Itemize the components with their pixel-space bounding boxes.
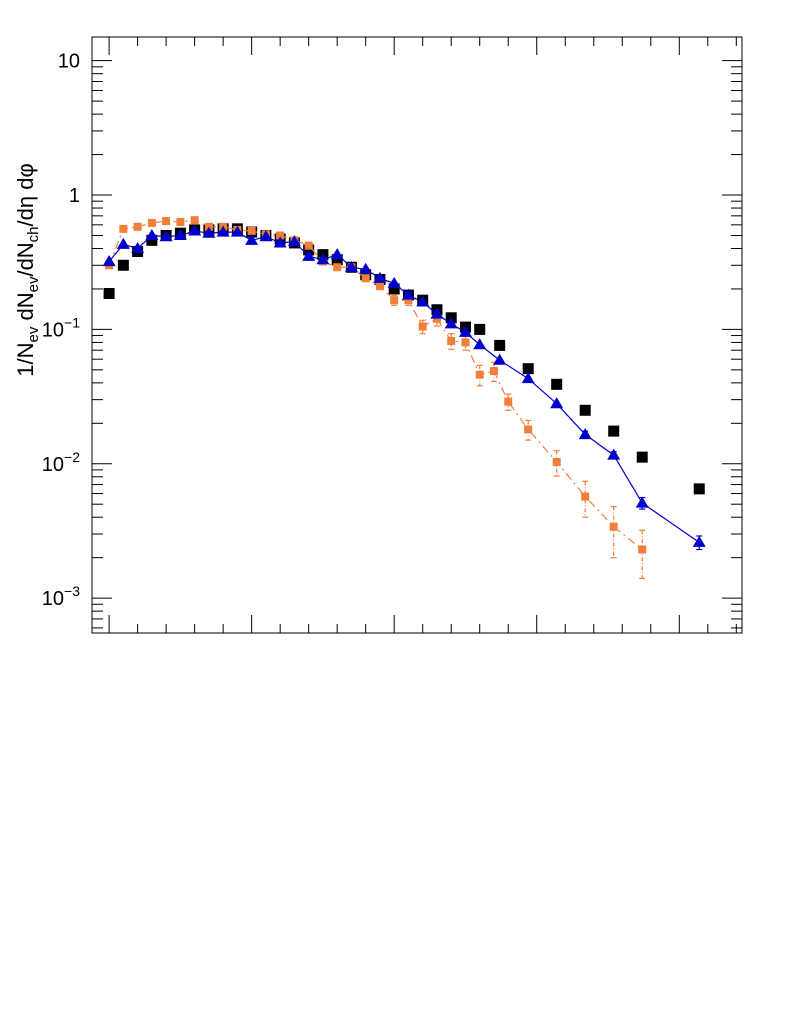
data-point: [373, 271, 387, 283]
data-point: [145, 228, 159, 241]
data-point: [388, 283, 400, 295]
data-point: [173, 228, 187, 241]
data-point: [493, 353, 507, 365]
data-point: [146, 234, 158, 246]
data-point: [147, 218, 156, 227]
data-point: [159, 230, 173, 242]
data-point: [359, 262, 373, 274]
data-point: [475, 370, 484, 379]
data-point: [245, 233, 259, 245]
data-point: [473, 338, 487, 350]
plot-frame: [91, 36, 743, 634]
data-point: [608, 425, 620, 437]
data-point: [551, 378, 563, 390]
data-point: [116, 237, 130, 249]
data-point: [102, 255, 116, 267]
data-point: [276, 231, 285, 240]
data-point: [119, 224, 128, 233]
data-series: [102, 216, 706, 580]
data-point: [524, 425, 533, 434]
data-point: [692, 535, 706, 547]
data-point: [316, 253, 330, 265]
data-point: [447, 336, 456, 345]
data-point: [504, 397, 513, 406]
data-point: [103, 287, 115, 299]
data-point: [404, 296, 413, 305]
series-line: [108, 219, 643, 550]
y-axis-ticks: [92, 60, 742, 629]
data-point: [635, 496, 649, 508]
data-point: [304, 241, 313, 250]
data-point: [444, 317, 458, 329]
series-orange-squares: [105, 216, 647, 580]
data-point: [375, 282, 384, 291]
data-point: [636, 451, 648, 463]
y-axis-label: 1/Nev dNev/dNch/dη dφ: [13, 163, 42, 376]
data-point: [387, 276, 401, 288]
data-point: [430, 307, 444, 319]
data-point: [581, 492, 590, 501]
data-point: [550, 397, 564, 409]
data-point: [521, 372, 535, 384]
data-point: [552, 458, 561, 467]
data-point: [494, 339, 506, 351]
x-axis-ticks: [108, 37, 737, 633]
data-point: [344, 260, 358, 272]
y-tick-labels: 10 1 10−1 10−2 10−3: [42, 51, 80, 610]
data-point: [390, 296, 399, 305]
data-point: [247, 226, 256, 235]
data-point: [216, 225, 230, 237]
data-point: [579, 404, 591, 416]
series-line: [108, 230, 700, 543]
data-point: [131, 241, 145, 254]
data-point: [331, 254, 343, 266]
data-point: [609, 522, 618, 531]
y-tick-label: 10−2: [42, 449, 80, 476]
data-point: [458, 325, 472, 337]
data-point: [230, 225, 244, 237]
y-tick-label: 1: [69, 185, 80, 207]
data-point: [578, 428, 592, 440]
data-point: [202, 226, 216, 238]
data-point: [638, 545, 647, 554]
y-tick-label: 10−3: [42, 583, 80, 610]
data-point: [188, 224, 202, 236]
data-point: [287, 235, 301, 247]
y-tick-label: 10−1: [42, 314, 80, 341]
data-point: [416, 295, 430, 307]
data-point: [273, 236, 287, 248]
data-point: [302, 249, 316, 261]
data-point: [693, 483, 705, 495]
data-point: [361, 274, 370, 283]
data-point: [259, 230, 273, 242]
data-point: [117, 259, 129, 271]
data-point: [461, 338, 470, 347]
data-point: [330, 248, 344, 260]
y-tick-label: 10: [58, 51, 80, 73]
data-point: [133, 222, 142, 231]
data-point: [162, 217, 171, 226]
data-point: [607, 448, 621, 460]
data-point: [489, 367, 498, 376]
data-point: [522, 363, 534, 375]
data-point: [333, 263, 342, 272]
data-point: [474, 323, 486, 335]
data-point: [401, 288, 415, 300]
data-point: [432, 314, 441, 323]
data-point: [176, 217, 185, 226]
series-blue-triangles: [102, 224, 706, 551]
data-point: [418, 322, 427, 331]
data-point: [190, 216, 199, 225]
